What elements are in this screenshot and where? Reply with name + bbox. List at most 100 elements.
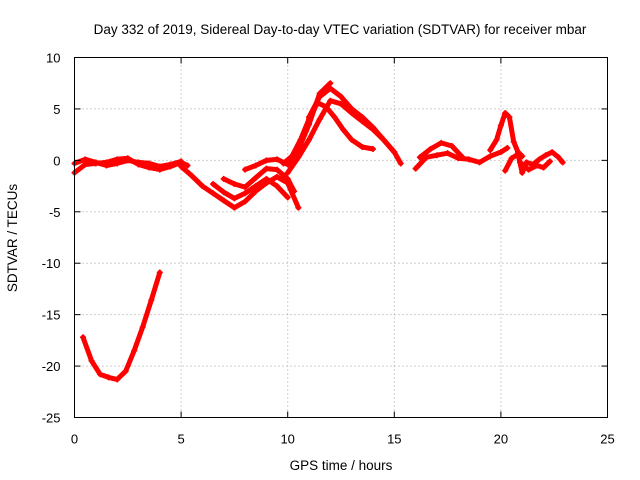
data-point <box>438 139 445 146</box>
data-point <box>274 183 281 190</box>
data-point <box>284 169 291 176</box>
data-point <box>506 114 513 121</box>
data-point <box>184 162 191 169</box>
data-point <box>156 163 163 170</box>
data-point <box>274 166 281 173</box>
data-point <box>338 93 344 100</box>
data-point <box>340 126 347 133</box>
chart-title: Day 332 of 2019, Sidereal Day-to-day VTE… <box>94 22 587 37</box>
data-point <box>348 105 355 112</box>
data-point <box>306 136 313 143</box>
y-axis-label: SDTVAR / TECUs <box>5 184 20 293</box>
data-point <box>167 161 174 168</box>
data-point <box>242 190 249 197</box>
data-point <box>252 162 259 169</box>
data-point <box>327 97 334 104</box>
data-point <box>359 143 366 150</box>
data-point <box>274 156 281 163</box>
data-point <box>156 269 163 276</box>
data-point <box>291 188 298 195</box>
data-point <box>284 194 291 201</box>
data-point <box>546 158 553 165</box>
data-point <box>493 136 500 143</box>
data-point <box>295 154 302 161</box>
data-point <box>242 184 249 191</box>
data-point <box>327 85 334 92</box>
y-tick-label: -5 <box>49 205 61 220</box>
data-point <box>252 183 259 190</box>
series-line <box>178 164 301 211</box>
series-line <box>80 270 163 382</box>
data-point <box>534 162 541 169</box>
data-point <box>242 198 249 205</box>
data-point <box>188 172 195 179</box>
x-tick-label: 5 <box>177 432 184 447</box>
data-point <box>210 181 217 188</box>
data-point <box>148 297 155 304</box>
data-point <box>274 173 281 180</box>
data-point <box>114 160 121 167</box>
x-tick-label: 25 <box>600 432 614 447</box>
data-point <box>369 146 376 153</box>
data-point <box>497 149 504 156</box>
data-point <box>178 163 185 170</box>
data-point <box>427 146 434 153</box>
data-point <box>444 150 451 157</box>
data-point <box>497 122 504 129</box>
data-point <box>122 368 129 375</box>
data-point <box>139 323 146 330</box>
y-tick-label: -20 <box>42 359 61 374</box>
x-tick-label: 15 <box>387 432 401 447</box>
data-point <box>263 157 270 164</box>
data-point <box>210 190 217 197</box>
series-track-k <box>416 139 466 161</box>
x-tick-label: 0 <box>71 432 78 447</box>
data-point <box>517 159 524 166</box>
x-tick-label: 20 <box>494 432 508 447</box>
data-point <box>82 161 89 168</box>
data-point <box>331 114 338 121</box>
data-point <box>555 154 562 161</box>
data-point <box>476 159 483 166</box>
data-point <box>359 114 366 121</box>
data-point <box>549 149 556 156</box>
data-point <box>391 149 398 156</box>
data-point <box>559 159 566 166</box>
data-point <box>316 116 323 123</box>
data-point <box>131 347 138 354</box>
data-point <box>433 152 440 159</box>
data-point <box>231 181 238 188</box>
series-track-c <box>178 163 302 211</box>
data-point <box>146 160 153 167</box>
data-point <box>288 153 295 160</box>
series-track-l <box>487 110 526 160</box>
y-tick-label: -25 <box>42 411 61 426</box>
y-tick-label: 10 <box>46 51 60 66</box>
data-point <box>280 160 287 167</box>
data-point <box>536 156 543 163</box>
data-point <box>519 169 526 176</box>
data-point <box>369 124 376 131</box>
data-point <box>504 145 511 152</box>
data-tracks <box>71 80 566 383</box>
data-point <box>540 164 547 171</box>
x-tick-label: 10 <box>280 432 294 447</box>
series-track-i <box>306 85 398 156</box>
data-point <box>514 151 521 158</box>
data-point <box>220 175 227 182</box>
y-tick-label: -15 <box>42 308 61 323</box>
data-point <box>502 110 509 117</box>
data-point <box>135 159 142 166</box>
data-point <box>459 154 466 161</box>
data-point <box>88 357 95 364</box>
data-point <box>510 138 517 145</box>
data-point <box>487 147 494 154</box>
data-point <box>105 374 112 381</box>
series-track-e <box>220 165 298 195</box>
data-point <box>316 93 323 100</box>
data-point <box>284 175 291 182</box>
data-point <box>348 136 355 143</box>
data-point <box>231 195 238 202</box>
data-point <box>412 165 419 172</box>
